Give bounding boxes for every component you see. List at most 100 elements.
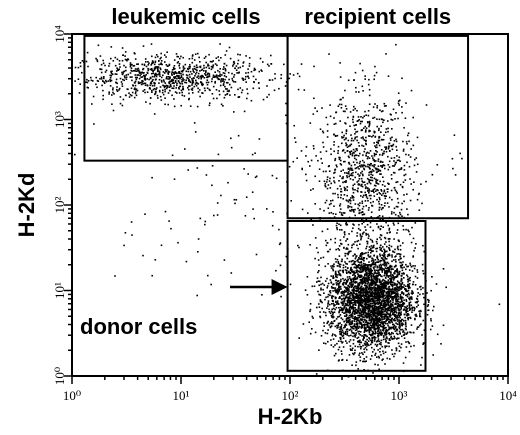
- scatter-point: [280, 77, 282, 80]
- scatter-point: [390, 178, 393, 180]
- scatter-point: [343, 212, 346, 214]
- scatter-point: [392, 222, 395, 224]
- scatter-point: [357, 295, 359, 297]
- scatter-point: [383, 325, 386, 327]
- scatter-point: [378, 331, 381, 333]
- scatter-point: [203, 87, 206, 89]
- scatter-point: [348, 314, 351, 317]
- scatter-point: [248, 65, 251, 67]
- scatter-point: [344, 269, 347, 271]
- scatter-point: [361, 288, 363, 291]
- scatter-point: [370, 251, 372, 254]
- scatter-point: [367, 272, 370, 275]
- scatter-point: [333, 117, 335, 119]
- scatter-point: [99, 68, 101, 70]
- scatter-point: [394, 271, 396, 273]
- scatter-point: [332, 316, 335, 318]
- scatter-point: [367, 277, 370, 280]
- scatter-point: [383, 300, 386, 302]
- scatter-point: [404, 323, 407, 326]
- scatter-point: [340, 291, 343, 293]
- scatter-point: [347, 139, 350, 142]
- scatter-point: [392, 332, 394, 335]
- scatter-point: [325, 150, 328, 153]
- scatter-point: [374, 316, 377, 318]
- scatter-point: [339, 62, 341, 64]
- scatter-point: [373, 318, 376, 321]
- scatter-point: [181, 94, 184, 97]
- scatter-point: [349, 345, 352, 347]
- scatter-point: [347, 155, 350, 158]
- scatter-point: [335, 284, 338, 286]
- scatter-point: [423, 303, 425, 306]
- scatter-point: [346, 176, 349, 179]
- scatter-point: [366, 289, 368, 292]
- scatter-point: [367, 209, 370, 211]
- scatter-point: [388, 150, 391, 152]
- scatter-point: [355, 256, 357, 258]
- scatter-point: [125, 59, 127, 61]
- scatter-point: [385, 265, 388, 267]
- scatter-point: [160, 79, 163, 82]
- scatter-point: [340, 309, 342, 311]
- scatter-point: [353, 124, 355, 127]
- scatter-point: [268, 65, 270, 67]
- scatter-point: [374, 343, 377, 346]
- scatter-point: [389, 266, 391, 269]
- scatter-point: [246, 92, 249, 95]
- scatter-point: [297, 244, 299, 247]
- scatter-point: [355, 267, 357, 269]
- scatter-point: [407, 285, 409, 287]
- scatter-point: [366, 242, 369, 245]
- scatter-point: [367, 267, 370, 269]
- scatter-point: [149, 87, 151, 89]
- scatter-point: [380, 204, 383, 206]
- scatter-point: [322, 131, 325, 134]
- scatter-point: [375, 144, 378, 146]
- scatter-point: [342, 334, 345, 337]
- scatter-point: [407, 310, 409, 313]
- scatter-point: [185, 74, 188, 76]
- scatter-point: [375, 180, 377, 183]
- scatter-point: [305, 155, 307, 157]
- scatter-point: [391, 128, 393, 130]
- scatter-point: [182, 69, 185, 71]
- scatter-point: [373, 286, 375, 288]
- scatter-point: [403, 200, 405, 203]
- scatter-point: [405, 102, 407, 104]
- scatter-point: [347, 304, 350, 307]
- scatter-point: [337, 288, 339, 290]
- scatter-point: [383, 307, 386, 309]
- scatter-point: [367, 343, 369, 346]
- scatter-point: [361, 211, 364, 213]
- scatter-point: [358, 223, 360, 226]
- scatter-point: [382, 268, 385, 270]
- scatter-point: [242, 65, 244, 67]
- scatter-point: [356, 154, 358, 157]
- scatter-point: [386, 345, 388, 347]
- scatter-point: [390, 273, 392, 275]
- scatter-point: [108, 93, 110, 95]
- scatter-point: [400, 322, 403, 324]
- scatter-point: [360, 301, 363, 303]
- scatter-point: [373, 328, 375, 331]
- scatter-point: [374, 303, 376, 305]
- scatter-point: [338, 156, 340, 159]
- scatter-point: [321, 282, 324, 285]
- scatter-point: [396, 320, 399, 322]
- scatter-point: [365, 129, 367, 131]
- scatter-point: [375, 290, 378, 292]
- scatter-point: [382, 327, 385, 329]
- scatter-point: [397, 307, 400, 310]
- scatter-point: [405, 325, 407, 328]
- scatter-point: [404, 327, 407, 330]
- scatter-point: [189, 64, 191, 66]
- scatter-point: [371, 174, 374, 176]
- scatter-point: [180, 89, 183, 92]
- scatter-point: [360, 289, 363, 292]
- scatter-point: [204, 73, 206, 75]
- scatter-point: [198, 56, 200, 59]
- scatter-point: [350, 330, 353, 332]
- scatter-point: [396, 328, 399, 331]
- scatter-point: [400, 261, 402, 264]
